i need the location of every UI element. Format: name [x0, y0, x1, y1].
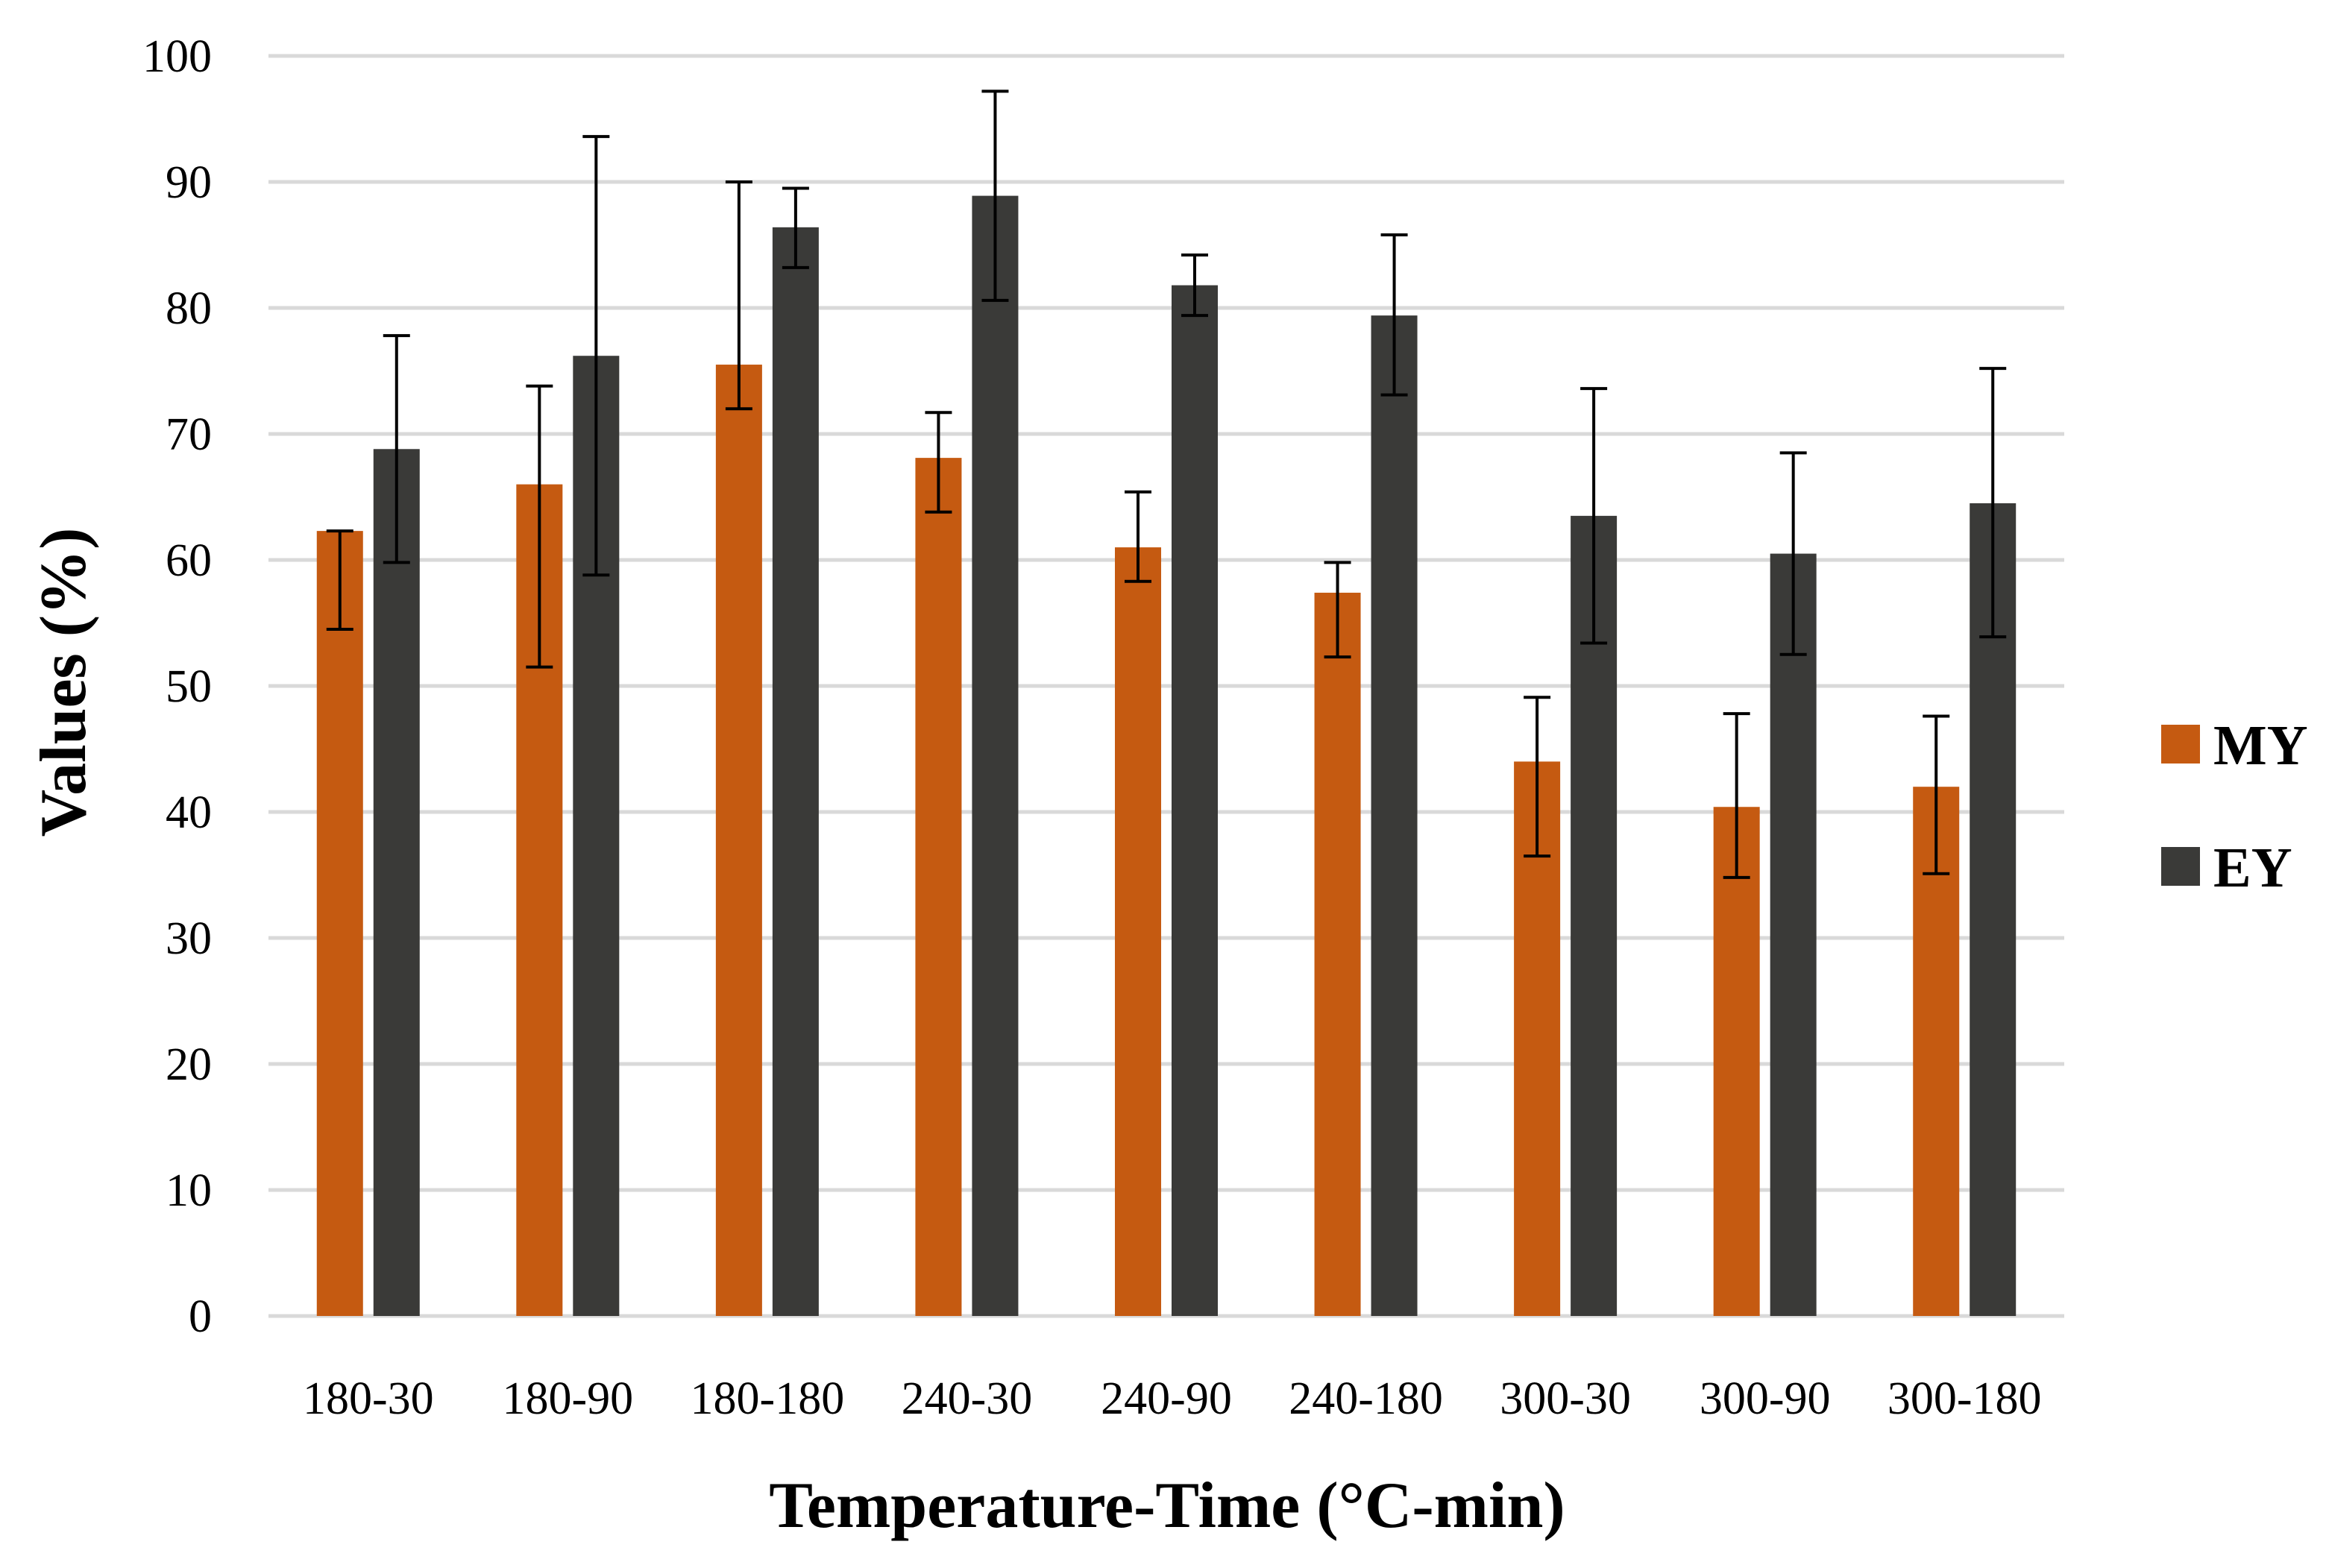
y-axis-title: Values (%)	[28, 528, 100, 837]
bar-ey-300-90	[1770, 553, 1817, 1316]
bar-ey-240-90	[1172, 285, 1218, 1317]
bar-my-180-180	[715, 365, 762, 1316]
y-tick-label: 30	[166, 913, 212, 964]
y-tick-label: 20	[166, 1039, 212, 1090]
legend-label-ey: EY	[2213, 837, 2292, 899]
y-tick-label: 0	[189, 1291, 212, 1342]
x-tick-label: 240-180	[1289, 1373, 1443, 1424]
y-tick-label: 40	[166, 787, 212, 838]
y-axis-ticks: 0 10 20 30 40 50 60 70 80 90 100	[142, 31, 212, 1342]
x-tick-label: 180-90	[503, 1373, 634, 1424]
y-tick-label: 70	[166, 409, 212, 460]
bar-ey-240-30	[972, 195, 1019, 1317]
y-tick-label: 100	[142, 31, 212, 82]
bar-ey-300-30	[1571, 515, 1618, 1316]
bar-my-240-30	[915, 458, 962, 1316]
x-tick-label: 300-30	[1500, 1373, 1631, 1424]
x-tick-label: 240-30	[902, 1373, 1033, 1424]
bar-my-180-30	[316, 531, 363, 1316]
x-axis-title: Temperature-Time (°C-min)	[769, 1470, 1565, 1542]
bar-my-300-90	[1713, 807, 1760, 1316]
gridlines	[268, 54, 2064, 1318]
y-tick-label: 10	[166, 1165, 212, 1216]
x-tick-label: 300-180	[1887, 1373, 2042, 1424]
x-tick-label: 180-180	[691, 1373, 845, 1424]
bar-ey-180-180	[772, 227, 819, 1317]
bars	[316, 195, 2017, 1317]
bar-my-240-180	[1314, 592, 1361, 1316]
y-tick-label: 90	[166, 157, 212, 208]
y-tick-label: 50	[166, 661, 212, 712]
x-tick-label: 300-90	[1700, 1373, 1831, 1424]
error-bars	[326, 89, 2007, 879]
legend-swatch-my	[2161, 725, 2200, 763]
legend-label-my: MY	[2213, 714, 2308, 777]
legend-swatch-ey	[2161, 847, 2200, 886]
bar-ey-240-180	[1371, 315, 1418, 1316]
bar-ey-300-180	[1970, 503, 2017, 1317]
x-tick-label: 180-30	[303, 1373, 434, 1424]
y-tick-label: 60	[166, 535, 212, 586]
bar-my-240-90	[1115, 547, 1161, 1316]
bar-ey-180-30	[373, 449, 420, 1316]
legend: MY EY	[2161, 714, 2308, 899]
x-tick-label: 240-90	[1101, 1373, 1232, 1424]
x-axis-ticks: 180-30 180-90 180-180 240-30 240-90 240-180 30…	[303, 1373, 2042, 1424]
y-tick-label: 80	[166, 283, 212, 334]
